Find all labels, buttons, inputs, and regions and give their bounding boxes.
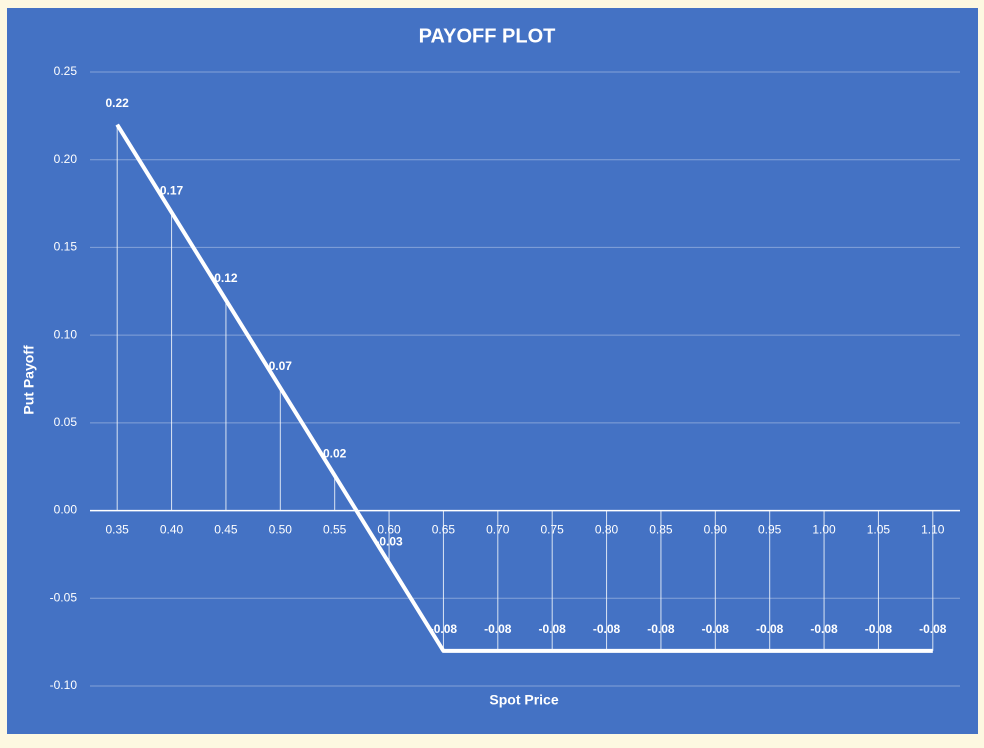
y-axis-label: Put Payoff <box>21 345 37 415</box>
x-tick-label: 0.35 <box>106 523 130 537</box>
data-label: -0.08 <box>919 622 947 636</box>
y-tick-label: 0.25 <box>54 64 78 78</box>
x-tick-label: 0.50 <box>269 523 293 537</box>
data-label: 0.22 <box>106 96 130 110</box>
data-label: -0.08 <box>647 622 675 636</box>
data-label: 0.12 <box>214 271 238 285</box>
data-label: -0.08 <box>865 622 893 636</box>
data-label: -0.08 <box>539 622 567 636</box>
y-tick-label: 0.05 <box>54 415 78 429</box>
data-label: -0.08 <box>484 622 512 636</box>
chart-background <box>7 8 978 734</box>
data-label: 0.07 <box>269 359 293 373</box>
x-tick-label: 0.40 <box>160 523 184 537</box>
chart-title: PAYOFF PLOT <box>419 25 556 47</box>
data-label: -0.08 <box>756 622 784 636</box>
data-label: -0.08 <box>430 622 458 636</box>
data-label: -0.03 <box>375 534 403 548</box>
data-label: 0.17 <box>160 184 184 198</box>
x-axis-label: Spot Price <box>489 692 558 708</box>
y-tick-label: -0.10 <box>50 678 78 692</box>
data-label: -0.08 <box>593 622 621 636</box>
y-tick-label: 0.20 <box>54 152 78 166</box>
series-line <box>115 123 933 653</box>
x-tick-label: 0.45 <box>214 523 238 537</box>
data-label: -0.08 <box>810 622 838 636</box>
y-tick-label: 0.10 <box>54 327 78 341</box>
y-tick-label: -0.05 <box>50 590 78 604</box>
x-tick-label: 0.55 <box>323 523 347 537</box>
data-label: 0.02 <box>323 447 347 461</box>
y-tick-label: 0.15 <box>54 240 78 254</box>
data-label: -0.08 <box>702 622 730 636</box>
y-tick-label: 0.00 <box>54 503 78 517</box>
